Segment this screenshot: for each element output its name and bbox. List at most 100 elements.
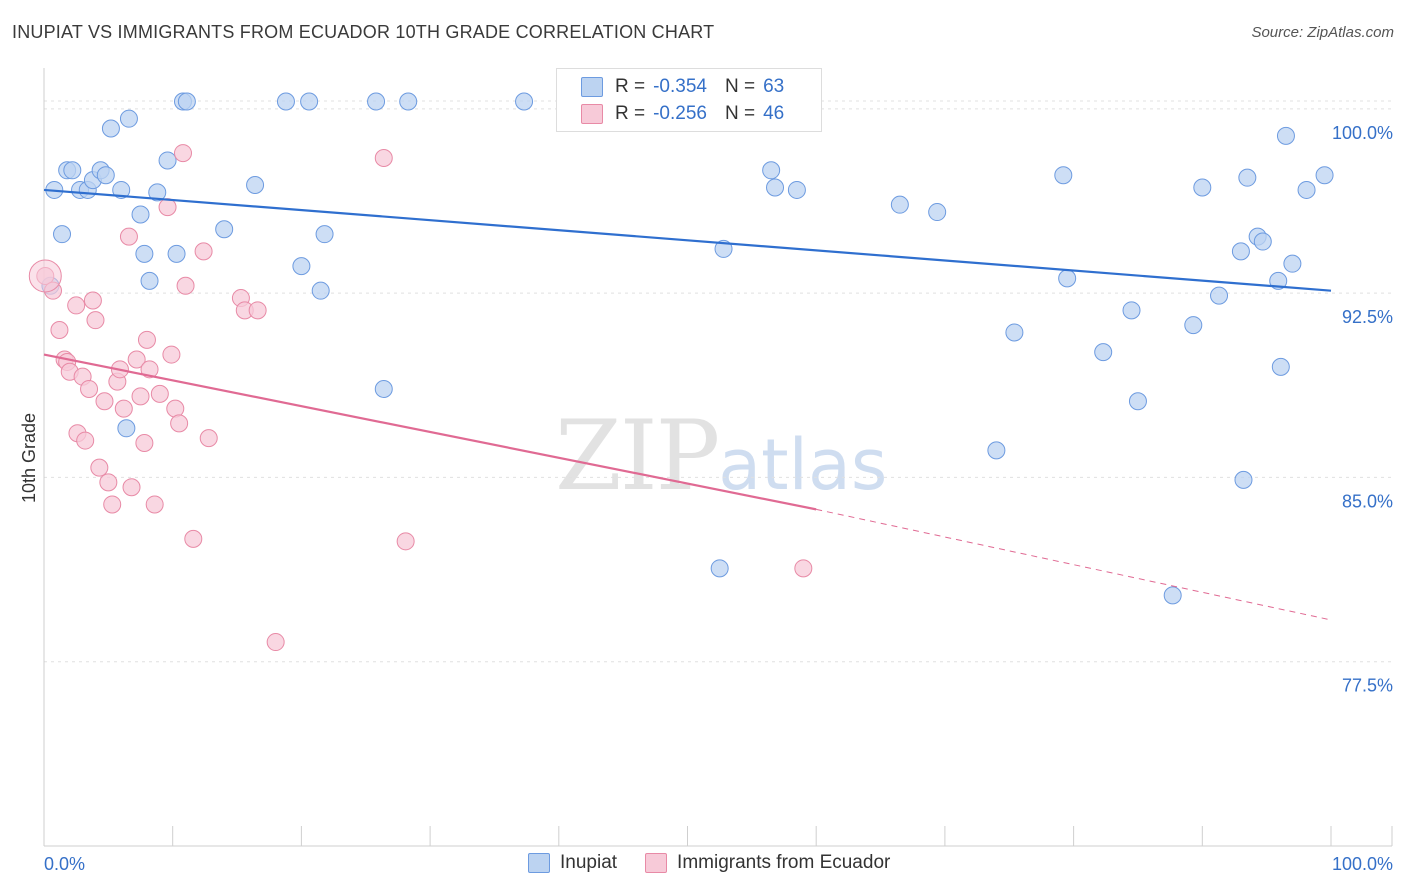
ecuador-point: [127, 350, 146, 369]
x-tick-label: 100.0%: [1332, 854, 1393, 874]
inupiat-point: [311, 281, 330, 300]
axes: [43, 68, 1393, 847]
inupiat-point: [1163, 586, 1182, 605]
inupiat-point: [1231, 242, 1250, 261]
inupiat-point: [300, 92, 319, 111]
inupiat-point: [63, 161, 82, 180]
series-legend-label-ecuador: Immigrants from Ecuador: [677, 852, 891, 873]
inupiat-point: [1271, 357, 1290, 376]
ecuador-trend-line: [43, 353, 817, 511]
data-points: [28, 92, 1334, 652]
inupiat-point: [710, 559, 729, 578]
inupiat-point: [1269, 271, 1288, 290]
ecuador-point: [194, 242, 213, 261]
inupiat-point: [101, 119, 120, 138]
inupiat-point: [292, 257, 311, 276]
ecuador-point: [131, 387, 150, 406]
ecuador-point: [173, 144, 192, 163]
legend-swatch-pink: [645, 853, 668, 873]
trend-lines: [43, 188, 1332, 621]
y-tick-label: 100.0%: [1332, 123, 1393, 143]
source-label: Source: ZipAtlas.com: [1251, 24, 1394, 41]
series-legend-inupiat[interactable]: Inupiat: [528, 852, 617, 874]
inupiat-point: [399, 92, 418, 111]
inupiat-point: [131, 205, 150, 224]
ecuador-point: [184, 529, 203, 548]
inupiat-point: [1238, 168, 1257, 187]
inupiat-point: [140, 271, 159, 290]
ecuador-point: [83, 291, 102, 310]
ecuador-point: [176, 276, 195, 295]
inupiat-point: [1297, 180, 1316, 199]
inupiat-point: [112, 180, 131, 199]
inupiat-point: [246, 176, 265, 195]
legend-n-value-pink: 46: [763, 103, 785, 124]
ecuador-point: [80, 379, 99, 398]
watermark-atlas: atlas: [718, 424, 888, 506]
inupiat-point: [766, 178, 785, 197]
inupiat-point: [1058, 269, 1077, 288]
series-legend-ecuador[interactable]: Immigrants from Ecuador: [645, 852, 890, 874]
inupiat-point: [1253, 232, 1272, 251]
inupiat-point: [374, 379, 393, 398]
inupiat-point: [1276, 126, 1295, 145]
ecuador-point: [374, 149, 393, 167]
ecuador-point: [248, 301, 267, 320]
chart-title: INUPIAT VS IMMIGRANTS FROM ECUADOR 10TH …: [12, 22, 715, 42]
inupiat-point: [1054, 166, 1073, 185]
inupiat-trend-line: [43, 188, 1332, 292]
inupiat-point: [315, 225, 334, 244]
stats-legend: R = -0.354 N = 63 R = -0.256 N = 46: [556, 68, 822, 132]
inupiat-point: [787, 180, 806, 199]
ecuador-point: [86, 311, 105, 330]
ecuador-point: [145, 495, 164, 514]
ecuador-point: [67, 296, 86, 315]
inupiat-point: [1184, 316, 1203, 335]
watermark: ZIPatlas: [555, 400, 887, 512]
inupiat-point: [1283, 254, 1302, 273]
legend-n-label: N =: [724, 103, 756, 124]
ecuador-point: [90, 458, 109, 477]
legend-row-inupiat: R = -0.354 N = 63: [581, 74, 784, 100]
ecuador-point: [150, 384, 169, 403]
legend-swatch-blue: [528, 853, 550, 873]
series-legend-label-inupiat: Inupiat: [560, 852, 618, 873]
legend-r-value-blue: -0.354: [653, 76, 707, 97]
legend-r-label: R =: [615, 76, 646, 97]
y-tick-label: 85.0%: [1342, 491, 1393, 511]
watermark-zip: ZIP: [555, 400, 720, 512]
ecuador-point: [199, 429, 218, 448]
inupiat-point: [1094, 343, 1113, 362]
legend-r-value-pink: -0.256: [653, 103, 707, 124]
ecuador-point-large: [28, 259, 62, 293]
inupiat-point: [177, 92, 196, 111]
ecuador-point: [99, 473, 118, 492]
inupiat-point: [515, 92, 534, 111]
legend-swatch-blue: [581, 77, 603, 97]
legend-swatch-pink: [581, 104, 603, 124]
ecuador-point: [137, 330, 156, 349]
inupiat-point: [928, 203, 947, 222]
inupiat-point: [1122, 301, 1141, 320]
ecuador-point: [166, 399, 185, 418]
inupiat-point: [135, 244, 154, 263]
ecuador-point: [114, 399, 133, 418]
ecuador-point: [140, 360, 159, 379]
inupiat-point: [987, 441, 1006, 460]
inupiat-point: [367, 92, 386, 111]
inupiat-point: [1193, 178, 1212, 197]
ecuador-point: [103, 495, 122, 514]
ecuador-point: [76, 431, 95, 450]
inupiat-point: [714, 239, 733, 258]
inupiat-point: [276, 92, 295, 111]
legend-row-ecuador: R = -0.256 N = 46: [581, 101, 784, 127]
legend-r-label: R =: [615, 103, 646, 124]
ecuador-point: [162, 345, 181, 364]
inupiat-point: [890, 195, 909, 214]
ecuador-point: [396, 532, 415, 551]
inupiat-point: [1234, 470, 1253, 489]
ecuador-point: [50, 321, 69, 339]
inupiat-point: [1315, 166, 1334, 185]
ecuador-point: [158, 198, 177, 217]
tick-labels: 77.5% 85.0% 92.5% 100.0% 0.0% 100.0% 10th Grad…: [19, 123, 1393, 874]
